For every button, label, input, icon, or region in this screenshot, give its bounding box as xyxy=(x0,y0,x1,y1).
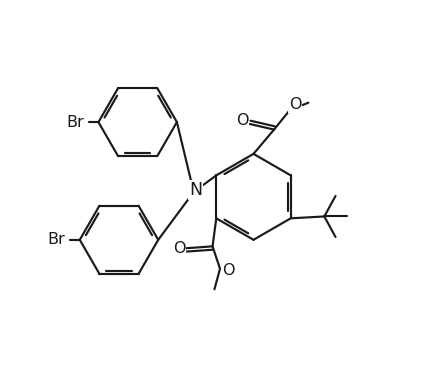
Text: Br: Br xyxy=(48,232,65,247)
Text: O: O xyxy=(222,263,235,278)
Text: O: O xyxy=(173,242,185,256)
Text: Br: Br xyxy=(66,115,84,130)
Text: O: O xyxy=(289,97,302,112)
Text: N: N xyxy=(189,181,202,199)
Text: O: O xyxy=(236,113,249,128)
